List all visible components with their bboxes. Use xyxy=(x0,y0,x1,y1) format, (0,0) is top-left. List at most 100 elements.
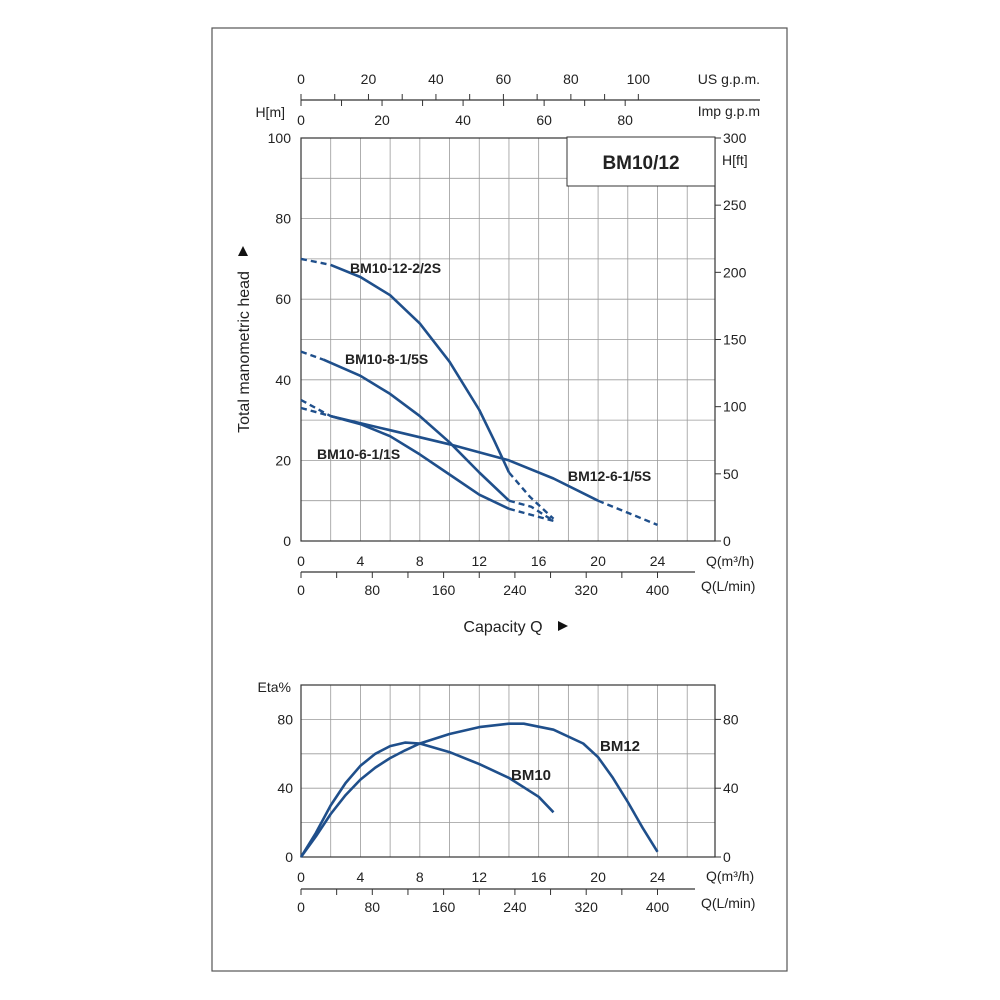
x2-tick-label: 160 xyxy=(432,899,456,915)
x2-tick-label: 240 xyxy=(503,582,527,598)
series-label: BM10-12-2/2S xyxy=(350,260,441,276)
x2-tick-label: 240 xyxy=(503,899,527,915)
x2-tick-label: 320 xyxy=(575,582,599,598)
plot-border xyxy=(300,684,716,858)
x-unit-label: Q(m³/h) xyxy=(706,553,754,569)
series-line-solid xyxy=(330,414,599,502)
head-series: BM10-12-2/2S BM10-8-1/5S BM10-6-1/1S BM12-6… xyxy=(300,257,658,527)
eta-axis-label: Eta% xyxy=(258,679,291,695)
y-tick-label: 0 xyxy=(283,533,291,549)
head-chart: BM10-12-2/2S BM10-8-1/5S BM10-6-1/1S BM12-6… xyxy=(236,71,760,636)
y-unit-label: H[m] xyxy=(255,104,285,120)
x-tick-label: 16 xyxy=(531,553,547,569)
y2-tick-label: 80 xyxy=(723,711,739,727)
series-line-dashed xyxy=(300,257,331,267)
series-label: BM10-8-1/5S xyxy=(345,351,428,367)
y2-tick-label: 40 xyxy=(723,780,739,796)
top1-tick-label: 0 xyxy=(297,71,305,87)
y2-tick-label: 0 xyxy=(723,849,731,865)
y-tick-label: 40 xyxy=(277,780,293,796)
top2-unit-label: Imp g.p.m xyxy=(698,103,760,119)
y-tick-label: 80 xyxy=(277,711,293,727)
series-line-solid xyxy=(330,263,511,474)
x-tick-label: 4 xyxy=(357,553,365,569)
series-label: BM10 xyxy=(511,767,551,784)
y2-tick-label: 50 xyxy=(723,466,739,482)
x2-tick-label: 400 xyxy=(646,582,670,598)
y2-tick-label: 300 xyxy=(723,130,747,146)
x-tick-label: 0 xyxy=(297,553,305,569)
eta-x2-unit-label: Q(L/min) xyxy=(701,895,755,911)
x-tick-label: 8 xyxy=(416,869,424,885)
top2-tick-label: 40 xyxy=(455,112,471,128)
y2-unit-label: H[ft] xyxy=(722,152,748,168)
series-label: BM12-6-1/5S xyxy=(568,468,651,484)
y-tick-label: 0 xyxy=(285,849,293,865)
top1-tick-label: 80 xyxy=(563,71,579,87)
top2-tick-label: 80 xyxy=(617,112,633,128)
y-tick-label: 60 xyxy=(275,291,291,307)
x-tick-label: 4 xyxy=(357,869,365,885)
x-axis-title: Capacity Q xyxy=(463,619,542,636)
series-label: BM10-6-1/1S xyxy=(317,446,400,462)
x2-tick-label: 0 xyxy=(297,582,305,598)
y2-tick-label: 200 xyxy=(723,264,747,280)
top2-tick-label: 20 xyxy=(374,112,390,128)
efficiency-grid xyxy=(300,684,716,858)
top1-tick-label: 40 xyxy=(428,71,444,87)
chart-title: BM10/12 xyxy=(602,153,679,174)
x2-tick-label: 0 xyxy=(297,899,305,915)
efficiency-series: BM10 BM12 xyxy=(299,722,659,858)
series-line xyxy=(299,741,555,858)
head-grid xyxy=(300,137,716,542)
y2-tick-label: 150 xyxy=(723,332,747,348)
y-tick-label: 80 xyxy=(275,211,291,227)
x-tick-label: 20 xyxy=(590,553,606,569)
series-line-dashed-end xyxy=(508,471,555,520)
top2-tick-label: 0 xyxy=(297,112,305,128)
x-tick-label: 0 xyxy=(297,869,305,885)
top1-tick-label: 60 xyxy=(496,71,512,87)
eta-x-unit-label: Q(m³/h) xyxy=(706,868,754,884)
x2-unit-label: Q(L/min) xyxy=(701,578,755,594)
series-line-dashed-end xyxy=(508,499,555,522)
series-label: BM12 xyxy=(600,738,640,755)
y2-tick-label: 100 xyxy=(723,399,747,415)
series-line-dashed xyxy=(300,350,324,361)
series-line xyxy=(299,722,659,858)
x2-tick-label: 400 xyxy=(646,899,670,915)
x-tick-label: 16 xyxy=(531,869,547,885)
y2-tick-label: 250 xyxy=(723,197,747,213)
series-line-dashed xyxy=(300,398,332,418)
x-tick-label: 12 xyxy=(471,869,487,885)
top1-tick-label: 20 xyxy=(361,71,377,87)
x-axis-arrow-icon xyxy=(558,621,568,631)
x2-tick-label: 80 xyxy=(365,899,381,915)
x-tick-label: 24 xyxy=(650,553,666,569)
x-tick-label: 24 xyxy=(650,869,666,885)
y2-tick-label: 0 xyxy=(723,533,731,549)
series-line-dashed-end xyxy=(508,507,554,523)
x2-tick-label: 320 xyxy=(575,899,599,915)
series-line-dashed xyxy=(300,406,332,418)
y-axis-title: Total manometric head xyxy=(236,271,253,433)
x-tick-label: 20 xyxy=(590,869,606,885)
y-axis-arrow-icon xyxy=(238,246,248,256)
x2-tick-label: 80 xyxy=(365,582,381,598)
x2-tick-label: 160 xyxy=(432,582,456,598)
x-tick-label: 8 xyxy=(416,553,424,569)
series-line-solid xyxy=(322,358,510,502)
figure-frame xyxy=(211,27,788,972)
series-line-dashed-end xyxy=(597,499,658,527)
x-tick-label: 12 xyxy=(471,553,487,569)
y-tick-label: 40 xyxy=(275,372,291,388)
y-tick-label: 100 xyxy=(268,130,292,146)
top2-tick-label: 60 xyxy=(536,112,552,128)
top1-tick-label: 100 xyxy=(627,71,651,87)
top1-unit-label: US g.p.m. xyxy=(698,71,760,87)
y-tick-label: 20 xyxy=(275,452,291,468)
chart-title-box xyxy=(566,136,716,187)
